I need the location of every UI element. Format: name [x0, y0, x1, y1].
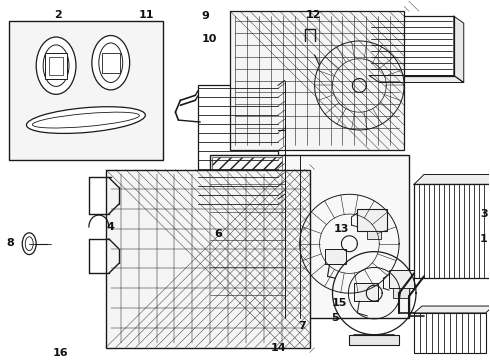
Bar: [210, 155, 409, 318]
Text: 15: 15: [332, 298, 347, 308]
Text: 6: 6: [214, 229, 222, 239]
Text: 10: 10: [202, 34, 217, 44]
Bar: [349, 335, 399, 345]
Bar: [212, 157, 282, 316]
Bar: [324, 249, 346, 265]
Text: 1: 1: [480, 234, 488, 244]
Polygon shape: [369, 76, 464, 82]
Bar: [369, 16, 454, 76]
Ellipse shape: [36, 37, 76, 94]
Ellipse shape: [99, 43, 122, 82]
Bar: [198, 85, 278, 202]
Ellipse shape: [22, 233, 36, 255]
Text: 8: 8: [7, 238, 15, 248]
Bar: [302, 39, 321, 55]
Bar: [45, 53, 67, 78]
Text: 14: 14: [270, 343, 286, 352]
Text: 12: 12: [306, 10, 321, 20]
Bar: [102, 53, 120, 73]
Ellipse shape: [32, 112, 139, 128]
Text: 3: 3: [480, 209, 488, 219]
Ellipse shape: [92, 36, 130, 90]
Ellipse shape: [26, 107, 146, 134]
Polygon shape: [414, 175, 490, 184]
Bar: [49, 57, 63, 75]
Text: 11: 11: [139, 10, 155, 20]
Polygon shape: [454, 16, 464, 82]
Bar: [389, 270, 414, 288]
Bar: [368, 231, 381, 239]
Text: 13: 13: [334, 224, 349, 234]
Text: 2: 2: [54, 10, 62, 20]
Bar: [316, 64, 327, 76]
Bar: [9, 21, 164, 159]
Bar: [106, 170, 310, 347]
Text: 5: 5: [331, 313, 339, 323]
Text: 9: 9: [201, 11, 209, 21]
Text: 16: 16: [52, 347, 68, 357]
Ellipse shape: [43, 45, 69, 86]
Ellipse shape: [25, 237, 33, 251]
Bar: [230, 11, 404, 150]
Text: 4: 4: [106, 222, 114, 232]
Text: 7: 7: [298, 321, 306, 331]
Bar: [357, 209, 387, 231]
Bar: [414, 184, 490, 278]
Polygon shape: [414, 306, 490, 313]
Bar: [393, 288, 409, 298]
Bar: [354, 283, 378, 301]
Bar: [414, 313, 486, 352]
